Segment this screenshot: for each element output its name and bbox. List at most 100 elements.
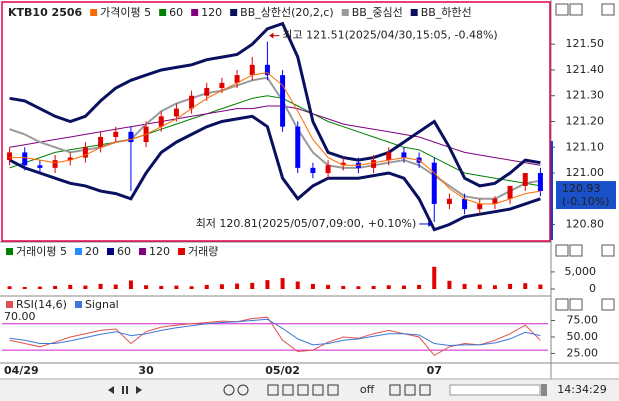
- high-note: 최고 121.51(2025/04/30,15:05, -0.48%): [282, 29, 497, 42]
- legend-swatch: [191, 9, 199, 16]
- volume-bar: [83, 285, 88, 289]
- legend-swatch: [410, 9, 418, 16]
- series-line: [9, 105, 541, 166]
- candle-body: [128, 131, 134, 143]
- icon[interactable]: [555, 3, 569, 16]
- volume-bar: [356, 286, 361, 289]
- y-tick-label: 50.00: [567, 330, 599, 343]
- volume-bar: [128, 280, 133, 289]
- legend-swatch: [6, 301, 13, 308]
- legend-label: 120: [149, 245, 170, 258]
- y-tick-label: 120.80: [566, 218, 605, 231]
- volume-bar: [341, 285, 346, 289]
- icon[interactable]: [569, 3, 583, 16]
- icon[interactable]: [569, 298, 583, 311]
- volume-bar: [250, 282, 255, 289]
- candle-body: [280, 75, 286, 127]
- active-panel-border: [1, 1, 551, 242]
- legend-swatch: [159, 9, 167, 16]
- button[interactable]: [404, 384, 416, 396]
- candle-body: [158, 116, 164, 127]
- legend-label: BB_상한선(20,2,c): [240, 6, 334, 19]
- x-tick-label: 07: [427, 364, 442, 377]
- volume-bar: [98, 283, 103, 289]
- candle-body: [22, 152, 28, 166]
- candle-body: [325, 165, 331, 174]
- scroll-thumb[interactable]: [541, 384, 547, 396]
- series-line: [9, 21, 541, 188]
- button-prev[interactable]: [108, 386, 114, 394]
- candle-body: [52, 160, 58, 168]
- candle-body: [477, 203, 483, 210]
- candle-body: [446, 198, 452, 204]
- volume-bar: [538, 284, 543, 289]
- legend-swatch: [341, 9, 349, 16]
- y-tick-label: 0: [589, 282, 596, 295]
- series-line: [9, 76, 541, 200]
- toolbar-off[interactable]: off: [360, 383, 375, 396]
- y-tick-label: 121.10: [566, 140, 605, 153]
- legend-label: KTB10 2506: [8, 6, 83, 19]
- legend-swatch: [90, 9, 98, 16]
- candle-body: [249, 64, 255, 76]
- button[interactable]: [297, 384, 309, 396]
- icon[interactable]: [601, 244, 615, 257]
- last-price: 120.93: [562, 182, 601, 195]
- icon[interactable]: [601, 298, 615, 311]
- button-zoom-in[interactable]: [237, 384, 249, 396]
- legend-swatch: [6, 248, 13, 255]
- candle-body: [310, 167, 316, 174]
- candle-body: [537, 173, 543, 192]
- volume-bar: [401, 285, 406, 289]
- candle-body: [431, 162, 437, 204]
- volume-bar: [477, 284, 482, 289]
- button-pause[interactable]: [126, 386, 128, 394]
- series-line: [8, 114, 541, 232]
- scrollbar[interactable]: [449, 384, 541, 396]
- legend-label: 거래량: [188, 245, 218, 258]
- candle-body: [219, 82, 225, 89]
- candle-body: [462, 198, 468, 210]
- volume-bar: [462, 283, 467, 289]
- x-tick-label: 05/02: [265, 364, 300, 377]
- volume-bar: [159, 285, 164, 289]
- button-next[interactable]: [136, 386, 142, 394]
- y-tick-label: 121.20: [566, 115, 605, 128]
- legend-swatch: [74, 301, 82, 308]
- legend-swatch: [138, 248, 146, 255]
- legend-label: 거래이평 5: [16, 245, 67, 258]
- legend-label: BB_하한선: [421, 5, 472, 19]
- volume-bar: [523, 283, 528, 289]
- button[interactable]: [312, 384, 324, 396]
- legend-swatch: [177, 248, 185, 255]
- candle-body: [371, 160, 377, 168]
- icon[interactable]: [555, 298, 569, 311]
- candle-body: [82, 147, 88, 158]
- button[interactable]: [389, 384, 401, 396]
- volume-bar: [280, 278, 285, 289]
- volume-bar: [174, 285, 179, 289]
- button[interactable]: [267, 384, 279, 396]
- volume-bar: [7, 286, 12, 289]
- y-tick-label: 5,000: [565, 265, 597, 278]
- series-line: [9, 72, 541, 205]
- button[interactable]: [419, 384, 431, 396]
- legend-swatch: [74, 248, 82, 255]
- volume-bar: [265, 280, 270, 289]
- candle-body: [189, 95, 195, 109]
- icon[interactable]: [569, 244, 583, 257]
- button[interactable]: [327, 384, 339, 396]
- button[interactable]: [282, 384, 294, 396]
- button-zoom-out[interactable]: [223, 384, 235, 396]
- legend-label: 60: [117, 245, 131, 258]
- low-note: 최저 120.81(2025/05/07,09:00, +0.10%): [196, 217, 417, 230]
- x-tick-label: 04/29: [4, 364, 39, 377]
- icon[interactable]: [601, 3, 615, 16]
- reference-label: 70.00: [4, 310, 36, 323]
- clock: 14:34:29: [557, 383, 606, 396]
- button-pause[interactable]: [122, 386, 124, 394]
- legend-label: RSI(14,6): [16, 298, 67, 311]
- icon[interactable]: [555, 244, 569, 257]
